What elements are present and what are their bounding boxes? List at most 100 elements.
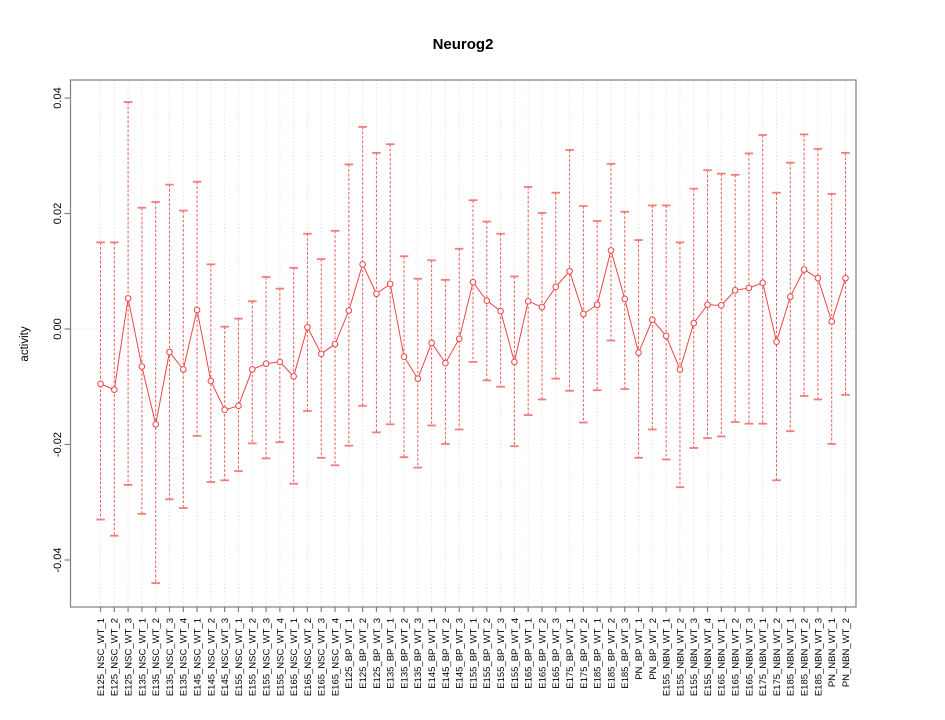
data-point-marker	[386, 280, 394, 288]
x-tick-label: E185_BP_WT_3	[620, 618, 631, 689]
data-point-marker	[193, 306, 201, 314]
x-tick-label: E165_BP_WT_2	[537, 618, 548, 689]
x-tick-label: E155_BP_WT_1	[468, 618, 479, 689]
data-point-marker	[662, 332, 670, 340]
y-tick-label: -0.04	[52, 547, 64, 572]
data-point-marker	[97, 380, 104, 388]
data-point-marker	[483, 297, 491, 305]
y-tick-label: -0.02	[52, 432, 64, 457]
x-tick-label: E145_NSC_WT_1	[192, 618, 203, 696]
data-point-marker	[828, 318, 836, 325]
x-tick-label: E135_BP_WT_2	[399, 618, 410, 689]
data-point-marker	[290, 373, 297, 380]
data-point-marker	[787, 293, 794, 300]
data-point-marker	[248, 366, 256, 373]
x-tick-label: E145_NSC_WT_3	[220, 618, 231, 696]
data-point-marker	[497, 307, 504, 315]
x-tick-label: PN_BP_WT_2	[648, 618, 659, 680]
x-tick-label: E145_BP_WT_3	[455, 618, 466, 689]
x-tick-label: E165_NSC_WT_3	[317, 618, 328, 696]
x-tick-label: E155_NSC_WT_2	[248, 618, 259, 696]
x-tick-label: E135_NSC_WT_1	[137, 618, 148, 696]
x-tick-label: E155_BP_WT_2	[482, 618, 493, 689]
x-tick-label: E135_NSC_WT_4	[179, 618, 190, 696]
data-point-marker	[649, 316, 656, 324]
x-tick-label: E185_NBN_WT_1	[786, 618, 797, 696]
x-tick-label: E165_NBN_WT_3	[744, 618, 755, 696]
data-point-marker	[469, 278, 477, 286]
x-axis: E125_NSC_WT_1 E125_NSC_WT_2 E125_NSC_WT_3 E…	[96, 607, 852, 696]
x-tick-label: E155_BP_WT_3	[496, 618, 507, 689]
y-tick-label: 0.00	[52, 318, 64, 339]
data-point-marker	[511, 358, 518, 366]
x-tick-label: E155_NSC_WT_1	[234, 618, 245, 696]
data-point-marker	[373, 290, 380, 298]
data-point-marker	[704, 301, 711, 309]
x-tick-label: E125_NSC_WT_1	[96, 618, 107, 696]
x-tick-label: E145_BP_WT_2	[441, 618, 452, 689]
data-point-marker	[221, 406, 228, 414]
data-point-marker	[414, 375, 422, 382]
data-point-marker	[566, 267, 573, 275]
data-point-marker	[359, 261, 366, 268]
x-tick-label: E155_NBN_WT_3	[689, 618, 700, 696]
x-tick-label: E155_NSC_WT_4	[275, 618, 286, 696]
y-axis: 0.04 0.02 0.00 -0.02 -0.04	[52, 87, 71, 573]
x-tick-label: E185_NBN_WT_3	[813, 618, 824, 696]
x-tick-label: E125_BP_WT_3	[372, 618, 383, 689]
x-tick-label: E155_NBN_WT_2	[675, 618, 686, 696]
x-tick-label: E185_NBN_WT_2	[800, 618, 811, 696]
x-tick-label: E165_NSC_WT_4	[330, 618, 341, 696]
x-tick-label: PN_NBN_WT_2	[841, 618, 852, 687]
data-point-marker	[276, 358, 284, 366]
data-point-marker	[635, 349, 642, 356]
series-points	[97, 247, 849, 428]
x-tick-label: E165_BP_WT_3	[551, 618, 562, 689]
data-point-marker	[814, 274, 822, 282]
x-tick-label: E185_BP_WT_1	[593, 618, 604, 689]
x-tick-label: E165_NBN_WT_2	[731, 618, 742, 696]
data-point-marker	[607, 247, 615, 254]
data-point-marker	[593, 301, 601, 309]
x-tick-label: E175_NBN_WT_1	[758, 618, 769, 696]
data-point-marker	[317, 350, 325, 358]
data-point-marker	[552, 283, 560, 291]
x-tick-label: E125_BP_WT_2	[358, 618, 369, 689]
data-point-marker	[621, 295, 629, 303]
data-point-marker	[110, 386, 118, 393]
series-polyline	[100, 248, 846, 425]
data-point-marker	[773, 338, 780, 346]
data-point-marker	[428, 339, 435, 347]
y-tick-label: 0.04	[52, 87, 64, 108]
data-point-marker	[179, 366, 187, 373]
x-tick-label: E135_NSC_WT_3	[165, 618, 176, 696]
data-point-marker	[152, 420, 159, 428]
data-point-marker	[138, 363, 146, 370]
data-point-marker	[538, 303, 546, 311]
data-point-marker	[759, 279, 767, 287]
x-tick-label: PN_BP_WT_1	[634, 618, 645, 680]
x-tick-label: E125_BP_WT_1	[344, 618, 355, 689]
data-point-marker	[331, 340, 339, 348]
x-tick-label: E155_BP_WT_4	[510, 618, 521, 689]
series-line	[100, 248, 846, 425]
x-tick-label: E165_NSC_WT_2	[303, 618, 314, 696]
x-tick-label: E165_BP_WT_1	[524, 618, 535, 689]
data-point-marker	[455, 335, 463, 343]
gridlines	[70, 80, 856, 607]
x-tick-label: E125_NSC_WT_2	[110, 618, 121, 696]
x-tick-label: E135_BP_WT_3	[413, 618, 424, 689]
x-tick-label: E155_NBN_WT_1	[662, 618, 673, 696]
data-point-marker	[580, 310, 587, 318]
x-tick-label: PN_NBN_WT_1	[827, 618, 838, 687]
plot-frame	[69, 79, 857, 608]
data-point-marker	[124, 295, 132, 302]
chart-title: Neurog2	[432, 36, 494, 53]
x-tick-label: E175_NBN_WT_2	[772, 618, 783, 696]
x-tick-label: E135_NSC_WT_2	[151, 618, 162, 696]
x-tick-label: E155_NSC_WT_3	[261, 618, 272, 696]
data-point-marker	[800, 266, 808, 273]
data-point-marker	[304, 323, 311, 331]
